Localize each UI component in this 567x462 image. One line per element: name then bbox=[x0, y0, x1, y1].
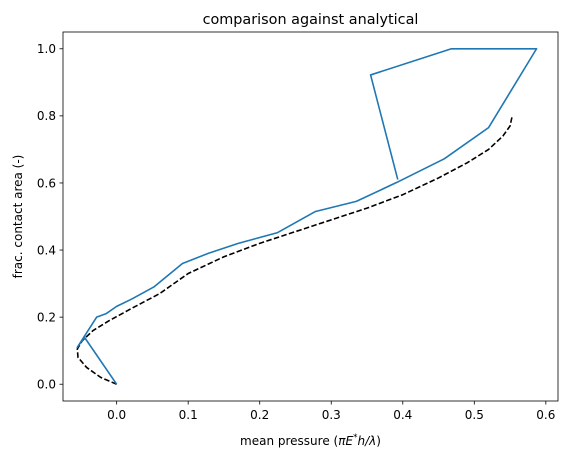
plot-area bbox=[76, 47, 538, 385]
y-axis-label: frac. contact area (-) bbox=[11, 155, 25, 279]
x-tick-label: 0.2 bbox=[250, 408, 269, 422]
numerical-series-line bbox=[76, 47, 538, 385]
analytical-series-line bbox=[76, 115, 514, 385]
x-tick-label: 0.6 bbox=[536, 408, 555, 422]
chart-title: comparison against analytical bbox=[203, 12, 419, 28]
x-tick-label: 0.5 bbox=[465, 408, 484, 422]
x-tick-label: 0.1 bbox=[179, 408, 198, 422]
y-tick-label: 0.4 bbox=[37, 243, 56, 257]
x-tick-label: 0.3 bbox=[322, 408, 341, 422]
y-tick-label: 1.0 bbox=[37, 42, 56, 56]
y-tick-label: 0.6 bbox=[37, 176, 56, 190]
y-tick-label: 0.8 bbox=[37, 109, 56, 123]
x-tick-label: 0.0 bbox=[107, 408, 126, 422]
x-tick-label: 0.4 bbox=[393, 408, 412, 422]
x-axis-label: mean pressure (πE*h/λ) bbox=[240, 433, 381, 448]
axes-frame bbox=[62, 31, 559, 402]
y-tick-label: 0.0 bbox=[37, 378, 56, 392]
x-axis-ticks: 0.0 0.1 0.2 0.3 0.4 0.5 0.6 bbox=[107, 401, 555, 422]
y-axis-ticks: 0.0 0.2 0.4 0.6 0.8 1.0 bbox=[37, 42, 63, 392]
y-tick-label: 0.2 bbox=[37, 310, 56, 324]
